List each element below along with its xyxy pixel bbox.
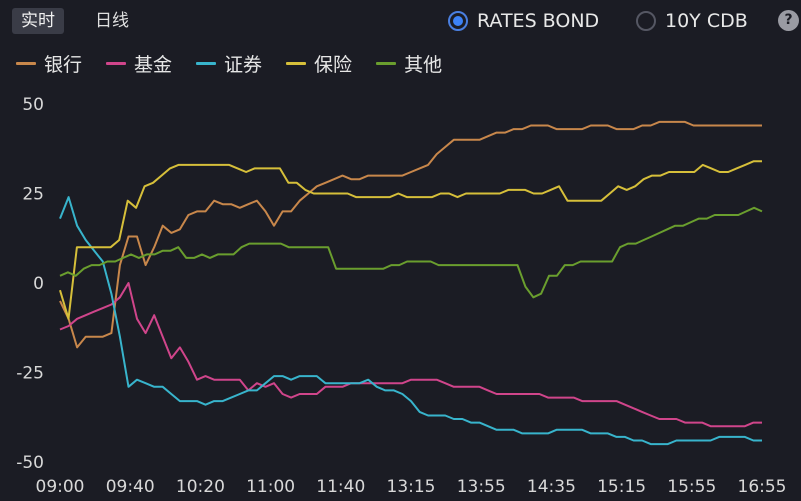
- legend-swatch: [106, 61, 127, 65]
- x-tick-label: 15:15: [597, 477, 646, 497]
- series-line: [59, 206, 763, 299]
- x-tick-label: 16:55: [738, 477, 787, 497]
- radio-selected-icon[interactable]: [448, 11, 468, 31]
- legend-item[interactable]: 基金: [106, 50, 172, 77]
- legend-swatch: [376, 61, 397, 65]
- option-10y-cdb[interactable]: 10Y CDB: [636, 9, 748, 33]
- tab-daily[interactable]: 日线: [95, 11, 129, 31]
- option-rates-bond-label: RATES BOND: [477, 10, 600, 32]
- y-axis-ticks: 50 25 0 -25 -50: [16, 95, 44, 473]
- series-lines: [59, 120, 763, 446]
- series-line: [59, 196, 762, 446]
- x-tick-label: 14:35: [527, 477, 576, 497]
- y-tick-label: 50: [22, 95, 44, 115]
- x-tick-label: 13:15: [387, 477, 436, 497]
- option-rates-bond[interactable]: RATES BOND: [448, 9, 599, 33]
- y-tick-label: -50: [16, 453, 44, 473]
- x-tick-label: 11:00: [246, 477, 295, 497]
- x-tick-label: 10:20: [176, 477, 225, 497]
- y-tick-label: 0: [33, 274, 44, 294]
- legend-item[interactable]: 其他: [376, 50, 442, 77]
- tab-realtime[interactable]: 实时: [12, 8, 64, 34]
- x-tick-label: 15:55: [667, 477, 716, 497]
- chart-legend: 银行 基金 证券 保险 其他: [16, 50, 466, 76]
- y-tick-label: -25: [16, 364, 44, 384]
- legend-label: 基金: [134, 53, 173, 76]
- legend-label: 证券: [224, 53, 263, 76]
- series-line: [59, 160, 762, 320]
- series-line: [59, 120, 762, 349]
- legend-label: 银行: [44, 53, 83, 76]
- option-10y-cdb-label: 10Y CDB: [665, 10, 748, 32]
- x-axis-ticks: 09:00 09:40 10:20 11:00 11:40 13:15 13:55 14:35…: [36, 477, 787, 497]
- top-bar: 实时 日线 RATES BOND 10Y CDB ?: [0, 0, 801, 42]
- legend-label: 保险: [314, 53, 353, 76]
- x-tick-label: 13:55: [457, 477, 506, 497]
- legend-swatch: [286, 61, 307, 65]
- x-tick-label: 11:40: [316, 477, 365, 497]
- x-tick-label: 09:00: [36, 477, 85, 497]
- series-line: [59, 282, 762, 428]
- help-icon[interactable]: ?: [778, 10, 799, 31]
- x-tick-label: 09:40: [106, 477, 155, 497]
- legend-item[interactable]: 保险: [286, 50, 352, 77]
- legend-label: 其他: [404, 53, 443, 76]
- legend-swatch: [196, 61, 217, 65]
- y-tick-label: 25: [22, 185, 44, 205]
- legend-item[interactable]: 证券: [196, 50, 262, 77]
- legend-item[interactable]: 银行: [16, 50, 82, 77]
- radio-unselected-icon[interactable]: [636, 11, 656, 31]
- legend-swatch: [16, 61, 36, 65]
